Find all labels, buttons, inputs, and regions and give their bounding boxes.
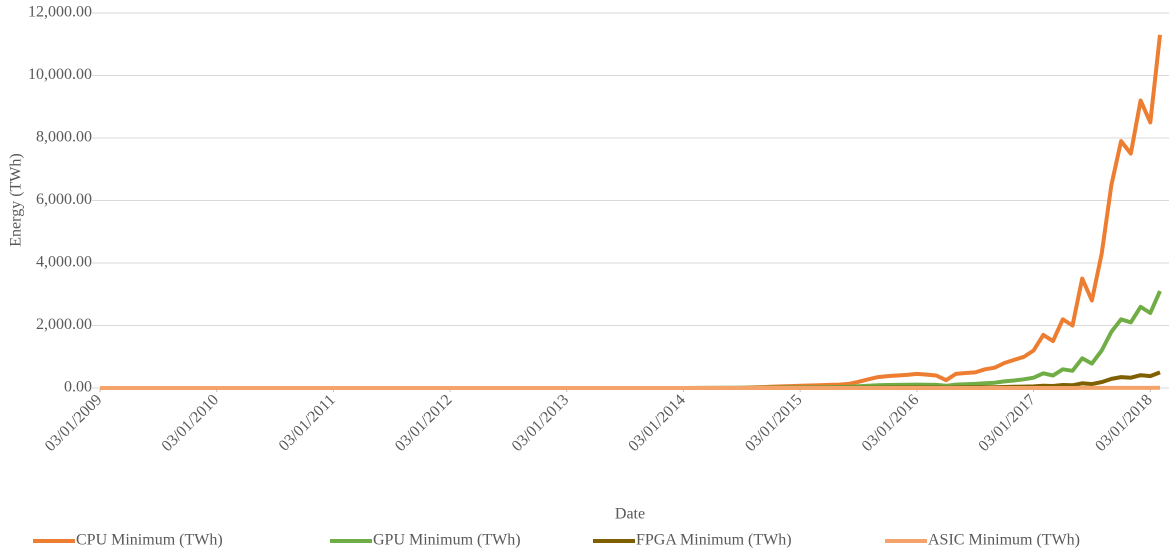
x-axis-title: Date bbox=[615, 506, 645, 523]
y-tick-label: 4,000.00 bbox=[36, 254, 92, 271]
x-tick-label: 03/01/2018 bbox=[1092, 391, 1156, 455]
x-tick-label: 03/01/2017 bbox=[975, 391, 1039, 455]
series-line bbox=[100, 290, 1162, 390]
x-tick-label: 03/01/2009 bbox=[42, 391, 106, 455]
legend-label: CPU Minimum (TWh) bbox=[76, 532, 223, 549]
x-tick-label: 03/01/2011 bbox=[276, 391, 339, 454]
y-axis-title: Energy (TWh) bbox=[8, 153, 25, 246]
y-tick-label: 2,000.00 bbox=[36, 316, 92, 333]
y-tick-label: 12,000.00 bbox=[28, 4, 92, 21]
x-tick-label: 03/01/2010 bbox=[159, 391, 223, 455]
x-tick-label: 03/01/2016 bbox=[859, 391, 923, 455]
x-tick-label: 03/01/2013 bbox=[509, 391, 573, 455]
y-tick-label: 8,000.00 bbox=[36, 129, 92, 146]
y-tick-label: 6,000.00 bbox=[36, 191, 92, 208]
x-tick-label: 03/01/2014 bbox=[625, 391, 689, 455]
legend-label: FPGA Minimum (TWh) bbox=[636, 532, 792, 549]
legend-label: GPU Minimum (TWh) bbox=[373, 532, 521, 549]
x-tick-label: 03/01/2015 bbox=[742, 391, 806, 455]
y-tick-label: 0.00 bbox=[64, 379, 92, 396]
y-tick-label: 10,000.00 bbox=[28, 66, 92, 83]
legend-label: ASIC Minimum (TWh) bbox=[928, 532, 1080, 549]
x-tick-label: 03/01/2012 bbox=[392, 391, 456, 455]
series-line bbox=[100, 34, 1162, 390]
